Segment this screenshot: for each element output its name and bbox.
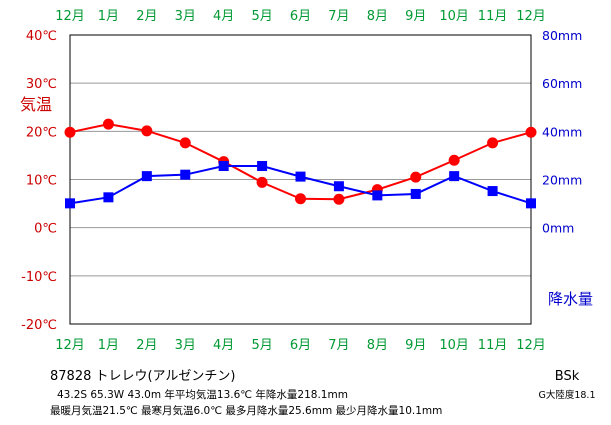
month-label-top: 12月: [55, 9, 85, 24]
precipitation-tick-label: 60mm: [542, 76, 582, 91]
precipitation-point: [103, 192, 114, 203]
month-label-top: 10月: [439, 9, 469, 24]
month-label-top: 3月: [175, 9, 196, 24]
temperature-tick-label: 30℃: [26, 77, 57, 92]
precipitation-point: [295, 171, 306, 182]
precipitation-point: [410, 188, 421, 199]
month-label-bottom: 2月: [136, 338, 157, 353]
month-label-top: 11月: [478, 9, 508, 24]
plot-frame: [69, 34, 532, 325]
temperature-point: [410, 171, 422, 183]
month-label-bottom: 1月: [98, 338, 119, 353]
temperature-tick-label: -20℃: [21, 318, 57, 333]
temperature-axis-label: 気温: [20, 95, 52, 114]
temperature-point: [64, 126, 76, 138]
month-label-bottom: 3月: [175, 338, 196, 353]
station-title: 87828 トレレウ(アルゼンチン): [50, 369, 236, 384]
temperature-point: [141, 125, 153, 137]
climate-continentality: G大陸度18.1: [538, 389, 595, 401]
precipitation-tick-label: 20mm: [542, 173, 582, 188]
month-label-top: 2月: [136, 9, 157, 24]
month-label-bottom: 7月: [328, 338, 349, 353]
temperature-point: [179, 137, 191, 149]
temperature-point: [295, 193, 306, 205]
temperature-tick-label: 20℃: [26, 125, 57, 140]
temperature-point: [102, 118, 114, 130]
precipitation-point: [487, 186, 498, 197]
temperature-tick-label: 10℃: [26, 174, 57, 189]
temperature-point: [333, 193, 345, 205]
precipitation-tick-label: 80mm: [542, 28, 582, 43]
precipitation-point: [333, 181, 344, 192]
month-label-bottom: 12月: [516, 338, 546, 353]
month-label-top: 1月: [98, 9, 119, 24]
temperature-line: [69, 123, 532, 201]
precipitation-point: [218, 161, 229, 172]
month-label-bottom: 11月: [478, 338, 508, 353]
precipitation-point: [526, 198, 536, 209]
temperature-tick-labels: 40℃ 30℃ 20℃ 10℃ 0℃ -10℃ -20℃: [21, 29, 57, 333]
station-extremes: 最暖月気温21.5℃ 最寒月気温6.0℃ 最多月降水量25.6mm 最少月降水量…: [50, 404, 442, 417]
month-label-bottom: 6月: [290, 338, 311, 353]
precipitation-point: [180, 169, 191, 180]
month-labels-bottom: 12月 1月 2月 3月 4月 5月 6月 7月 8月 9月 10月 11月 12月: [55, 338, 546, 353]
temperature-point: [448, 154, 460, 166]
temperature-point: [256, 176, 268, 188]
precipitation-point: [257, 161, 268, 172]
station-summary: 43.2S 65.3W 43.0m 年平均気温13.6℃ 年降水量218.1mm: [57, 388, 348, 401]
temperature-tick-label: 0℃: [34, 222, 57, 237]
month-label-top: 12月: [516, 9, 546, 24]
month-label-top: 5月: [251, 9, 272, 24]
month-label-top: 8月: [367, 9, 388, 24]
precipitation-tick-labels: 0mm20mm40mm60mm80mm100mm300mm500mm: [542, 28, 582, 236]
month-labels-top: 12月 1月 2月 3月 4月 5月 6月 7月 8月 9月 10月 11月 12月: [55, 9, 546, 24]
month-label-bottom: 8月: [367, 338, 388, 353]
precipitation-point: [141, 171, 152, 182]
data-series: [64, 118, 537, 209]
precipitation-point: [372, 190, 383, 201]
month-label-bottom: 12月: [55, 338, 85, 353]
precipitation-point: [65, 198, 75, 209]
month-label-top: 9月: [405, 9, 426, 24]
temperature-point: [487, 137, 499, 149]
temperature-tick-label: -10℃: [21, 270, 57, 285]
month-label-bottom: 4月: [213, 338, 234, 353]
month-label-top: 7月: [328, 9, 349, 24]
precipitation-tick-label: 0mm: [542, 221, 574, 236]
precipitation-axis-label: 降水量: [548, 290, 593, 308]
climate-class: BSk: [555, 369, 580, 384]
precipitation-point: [449, 171, 460, 182]
temperature-point: [525, 126, 537, 138]
month-label-bottom: 9月: [405, 338, 426, 353]
precipitation-tick-label: 40mm: [542, 124, 582, 139]
month-label-top: 6月: [290, 9, 311, 24]
temperature-tick-label: 40℃: [26, 29, 57, 44]
grid-lines: [70, 34, 531, 325]
month-label-bottom: 5月: [251, 338, 272, 353]
month-label-bottom: 10月: [439, 338, 469, 353]
month-label-top: 4月: [213, 9, 234, 24]
